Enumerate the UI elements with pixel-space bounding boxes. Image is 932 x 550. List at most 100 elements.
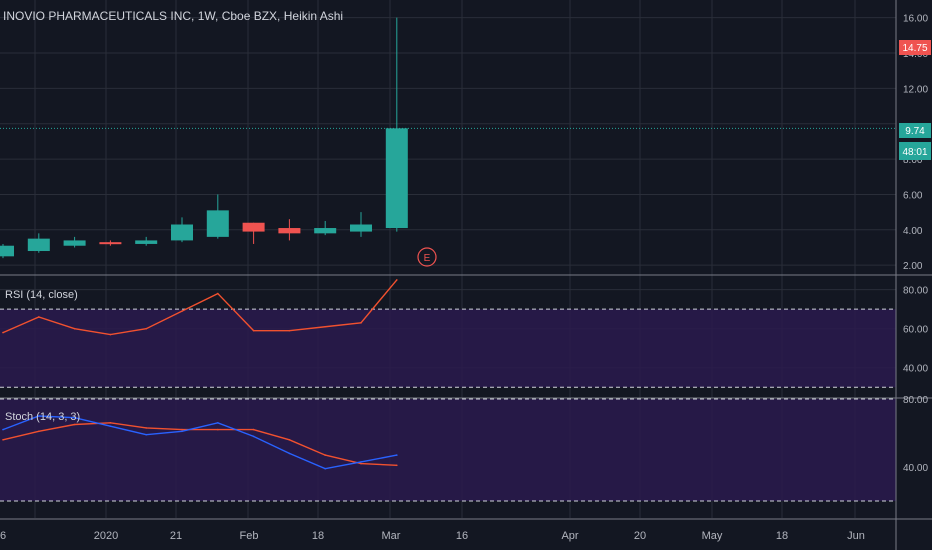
rsi-point	[252, 329, 255, 332]
candle-body	[0, 245, 14, 257]
current-price-badge-bg	[899, 123, 931, 138]
current-price-badge: 9.74 48:01	[899, 123, 931, 160]
stoch-d-point	[396, 464, 398, 467]
countdown-badge-bg	[899, 142, 931, 160]
candle-up	[27, 233, 50, 253]
price-tick-label: 8.00	[903, 155, 923, 166]
price-tick-label: 6.00	[903, 190, 923, 201]
time-axis-label: 6	[0, 530, 6, 542]
last-price-value: 14.75	[902, 43, 927, 54]
rsi-point	[73, 327, 76, 330]
time-axis-label: Jun	[847, 530, 865, 542]
stoch-d-point	[324, 454, 327, 456]
rsi-point	[324, 325, 327, 328]
rsi-line	[2, 279, 398, 336]
stoch-d-point	[181, 428, 183, 431]
candle-down	[242, 222, 265, 244]
rsi-point	[217, 292, 219, 295]
rsi-point	[288, 329, 291, 332]
candle-body	[242, 222, 265, 232]
stoch-band-fill	[0, 399, 896, 501]
stoch-k-point	[38, 415, 40, 417]
price-tick-label: 2.00	[903, 261, 923, 272]
stoch-k-point	[288, 452, 291, 455]
stoch-tick-label: 40.00	[903, 463, 928, 474]
candle-down	[278, 219, 301, 241]
candle-up	[206, 194, 229, 239]
time-axis-label: Feb	[240, 530, 259, 542]
rsi-series	[2, 279, 398, 336]
candle-body	[27, 238, 50, 252]
candle-body	[135, 240, 158, 244]
rsi-point	[38, 316, 40, 318]
candle-up	[135, 236, 158, 246]
time-axis-label: Mar	[382, 530, 401, 542]
bar-countdown-value: 48:01	[902, 147, 927, 158]
current-price-value: 9.74	[905, 126, 925, 137]
candle-body	[385, 128, 408, 229]
time-axis-label: Apr	[561, 530, 578, 542]
stoch-d-point	[252, 428, 255, 431]
candle-body	[171, 224, 193, 241]
stoch-d-point	[2, 439, 4, 441]
stoch-k-point	[252, 435, 255, 438]
candle-body	[206, 210, 229, 237]
last-price-badge: 14.75	[899, 40, 931, 55]
time-axis-label: 2020	[94, 530, 118, 542]
stoch-k-point	[396, 454, 398, 456]
rsi-point	[360, 322, 362, 324]
earnings-event-label: E	[424, 253, 431, 264]
stoch-series	[2, 415, 398, 470]
rsi-point	[2, 331, 4, 334]
stoch-tick-label: 80.00	[903, 395, 928, 406]
time-axis-label: 18	[776, 530, 788, 542]
stoch-d-line	[2, 422, 397, 466]
stoch-k-point	[2, 428, 4, 431]
stoch-k-line	[2, 415, 397, 470]
stoch-k-point	[217, 422, 219, 424]
time-axis-label: 20	[634, 530, 646, 542]
chart-title: INOVIO PHARMACEUTICALS INC, 1W, Cboe BZX…	[3, 9, 343, 23]
last-price-badge-bg	[899, 40, 931, 55]
candle-up	[350, 212, 372, 237]
price-tick-label: 4.00	[903, 226, 923, 237]
candle-up	[314, 220, 337, 236]
candle-body	[278, 228, 301, 234]
rsi-pane-label: RSI (14, close)	[5, 289, 78, 301]
stoch-k-point	[181, 430, 183, 433]
price-tick-label: 12.00	[903, 84, 928, 95]
stoch-k-point	[109, 425, 112, 428]
stoch-k-point	[73, 416, 76, 419]
stoch-d-point	[145, 427, 147, 429]
candle-body	[99, 242, 122, 245]
stoch-d-point	[73, 423, 76, 426]
indicator-pane-backgrounds	[0, 308, 896, 502]
candle-body	[314, 228, 337, 234]
stoch-k-point	[145, 433, 147, 436]
candle-body	[63, 240, 86, 246]
time-axis-label: May	[702, 530, 723, 542]
rsi-point	[396, 279, 398, 281]
stoch-d-point	[38, 430, 40, 433]
rsi-band-fill	[0, 309, 896, 388]
time-axis-label: 18	[312, 530, 324, 542]
time-axis-label: 21	[170, 530, 182, 542]
rsi-point	[109, 333, 112, 336]
candle-up	[0, 243, 14, 259]
price-candles[interactable]	[0, 17, 408, 259]
candle-body	[350, 224, 372, 232]
rsi-point	[181, 310, 183, 312]
stoch-d-point	[288, 439, 291, 441]
stoch-d-point	[217, 428, 219, 431]
candle-up	[171, 217, 193, 243]
earnings-event-marker[interactable]: E	[417, 247, 437, 267]
stoch-d-point	[109, 422, 112, 424]
candle-down	[99, 240, 122, 246]
rsi-tick-label: 80.00	[903, 286, 928, 297]
rsi-tick-label: 40.00	[903, 364, 928, 375]
stoch-d-point	[360, 462, 362, 465]
stoch-k-point	[360, 461, 362, 463]
price-tick-label: 16.00	[903, 14, 928, 25]
